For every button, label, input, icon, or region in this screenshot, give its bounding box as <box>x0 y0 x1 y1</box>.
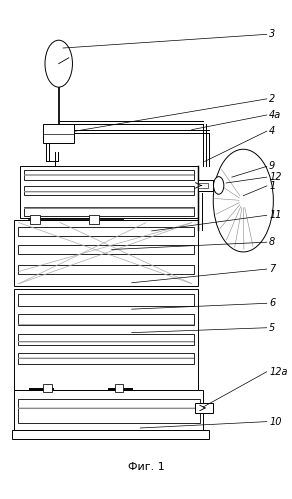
Bar <box>18 353 194 364</box>
Bar <box>18 294 194 306</box>
Bar <box>24 207 194 216</box>
Text: 1: 1 <box>269 181 275 191</box>
Bar <box>18 314 194 325</box>
Bar <box>24 207 194 216</box>
Bar <box>20 166 197 218</box>
Bar <box>14 288 197 390</box>
Bar <box>43 384 52 392</box>
Bar <box>18 264 194 274</box>
Text: 9: 9 <box>269 161 275 171</box>
Bar <box>18 353 194 364</box>
Bar <box>18 227 194 236</box>
Text: 6: 6 <box>269 298 275 308</box>
Text: 12: 12 <box>269 172 281 182</box>
Bar <box>14 220 197 286</box>
Bar <box>197 180 213 191</box>
Bar <box>18 264 194 274</box>
Text: 7: 7 <box>269 264 275 274</box>
Bar <box>24 170 194 180</box>
Bar <box>43 124 74 143</box>
Text: 5: 5 <box>269 323 275 333</box>
Bar <box>11 431 209 439</box>
Bar <box>18 294 194 306</box>
Text: 10: 10 <box>269 417 281 427</box>
Text: 8: 8 <box>269 237 275 247</box>
Text: 2: 2 <box>269 94 275 104</box>
Text: 3: 3 <box>269 29 275 39</box>
Bar <box>197 183 208 189</box>
Bar <box>24 170 194 180</box>
Text: 4: 4 <box>269 126 275 136</box>
Circle shape <box>213 149 273 252</box>
Text: 12a: 12a <box>269 367 288 377</box>
Bar <box>18 227 194 236</box>
Text: Фиг. 1: Фиг. 1 <box>128 462 164 472</box>
Bar <box>18 245 194 254</box>
Bar <box>18 334 194 345</box>
Bar <box>18 399 200 423</box>
Bar <box>18 245 194 254</box>
Text: 4a: 4a <box>269 110 281 120</box>
Bar <box>24 186 194 195</box>
Bar <box>18 314 194 325</box>
Circle shape <box>45 40 72 87</box>
Bar <box>24 186 194 195</box>
Bar <box>114 384 123 392</box>
Bar <box>18 334 194 345</box>
Bar <box>30 215 40 224</box>
Circle shape <box>213 177 224 194</box>
Text: 11: 11 <box>269 210 281 220</box>
Bar <box>89 215 99 224</box>
Bar <box>18 399 200 423</box>
Bar <box>14 390 203 431</box>
Bar <box>195 403 213 413</box>
